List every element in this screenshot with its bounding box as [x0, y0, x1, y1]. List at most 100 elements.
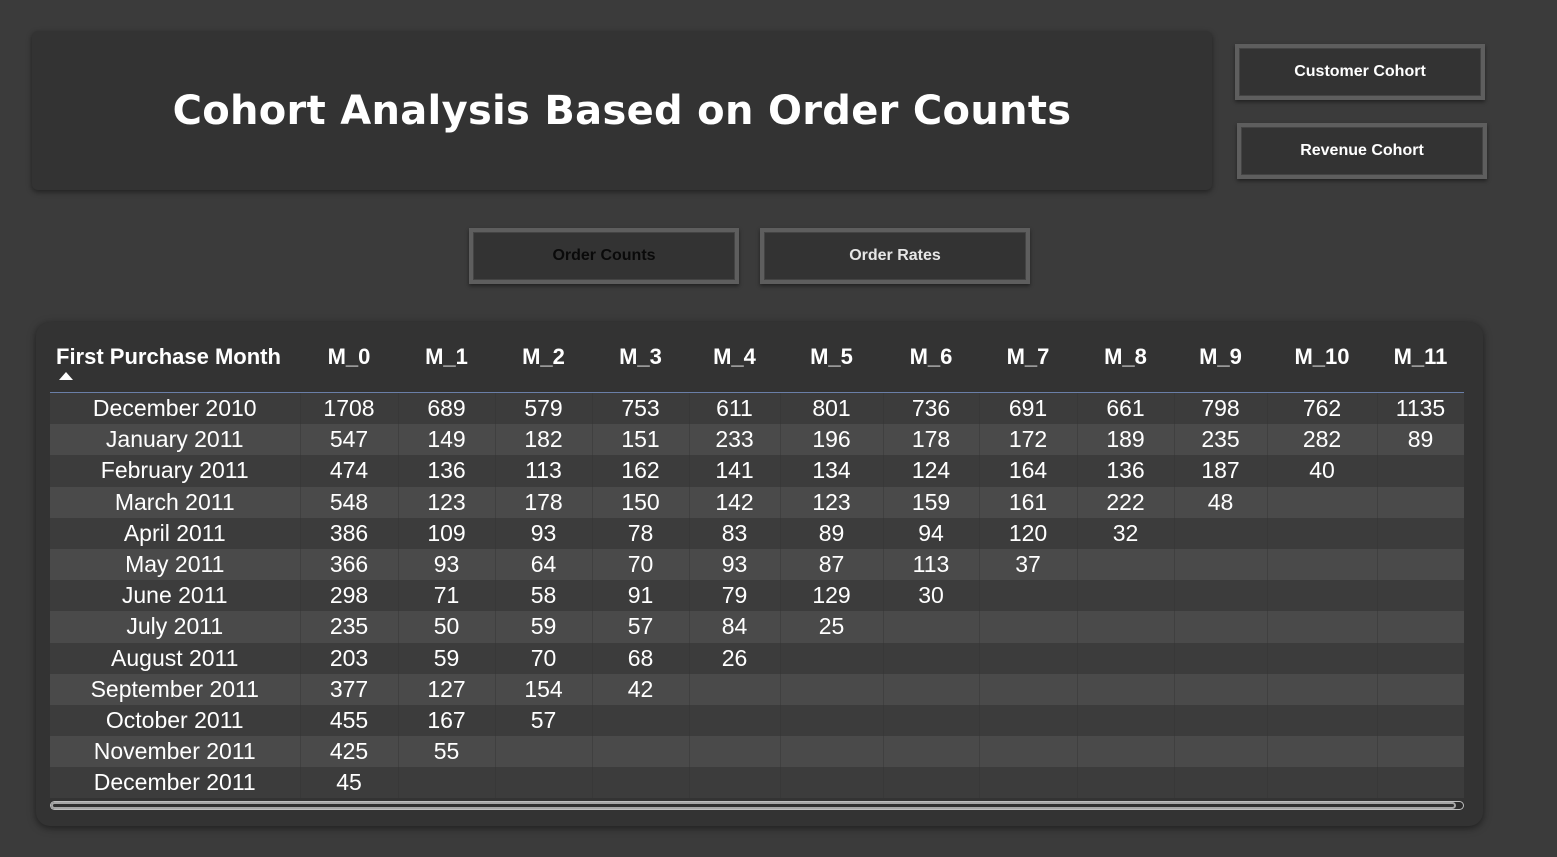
order-count-cell [780, 736, 884, 768]
table-row[interactable]: December 2010 1708 689 579 753 611 801 736 691 66… [50, 392, 1464, 425]
sort-ascending-icon[interactable] [59, 372, 73, 380]
order-count-cell [883, 673, 980, 705]
order-count-cell: 70 [495, 642, 593, 674]
order-count-cell [592, 736, 690, 768]
order-count-cell: 187 [1174, 455, 1268, 487]
order-count-cell [1077, 642, 1175, 674]
customer-cohort-button[interactable]: Customer Cohort [1235, 44, 1485, 100]
column-header-m-8[interactable]: M_8 [1077, 336, 1174, 393]
column-header-m-0[interactable]: M_0 [300, 336, 398, 393]
scrollbar-thumb[interactable] [51, 802, 1456, 809]
column-header-label: M_3 [619, 344, 662, 369]
table-row[interactable]: January 2011 547 149 182 151 233 196 178 172 189 2… [50, 424, 1464, 456]
table-row[interactable]: February 2011 474 136 113 162 141 134 124 164 136… [50, 455, 1464, 487]
table-row[interactable]: April 2011 386 109 93 78 83 89 94 120 32 [50, 517, 1464, 549]
order-count-cell: 455 [300, 704, 399, 737]
column-header-label: M_10 [1294, 344, 1350, 369]
table-row[interactable]: October 2011 455 167 57 [50, 704, 1464, 737]
order-count-cell [1077, 767, 1175, 799]
revenue-cohort-button[interactable]: Revenue Cohort [1237, 123, 1487, 179]
cohort-month-cell: September 2011 [50, 673, 301, 705]
order-count-cell: 142 [689, 486, 781, 518]
order-count-cell: 1135 [1377, 392, 1464, 425]
order-count-cell: 162 [592, 455, 690, 487]
order-count-cell [883, 704, 980, 737]
order-count-cell: 57 [495, 704, 593, 737]
order-count-cell [1377, 704, 1464, 737]
order-count-cell: 78 [592, 517, 690, 549]
order-count-cell [1174, 673, 1268, 705]
order-count-cell: 93 [398, 548, 496, 581]
order-count-cell: 182 [495, 424, 593, 456]
column-header-m-11[interactable]: M_11 [1377, 336, 1464, 393]
column-header-m-7[interactable]: M_7 [979, 336, 1077, 393]
order-count-cell [1174, 517, 1268, 549]
order-count-cell: 222 [1077, 486, 1175, 518]
table-row[interactable]: March 2011 548 123 178 150 142 123 159 161 222 48 [50, 486, 1464, 518]
order-count-cell [1377, 736, 1464, 768]
order-count-cell [689, 704, 781, 737]
column-header-label: M_7 [1006, 344, 1050, 369]
column-header-m-1[interactable]: M_1 [398, 336, 495, 393]
order-count-cell: 159 [883, 486, 980, 518]
table-row[interactable]: July 2011 235 50 59 57 84 25 [50, 611, 1464, 643]
column-header-first-purchase-month[interactable]: First Purchase Month [50, 336, 300, 393]
order-counts-button[interactable]: Order Counts [469, 228, 739, 284]
order-count-cell: 91 [592, 580, 690, 612]
column-header-label: First Purchase Month [56, 344, 281, 369]
order-count-cell [883, 767, 980, 799]
column-header-m-5[interactable]: M_5 [780, 336, 883, 393]
order-count-cell: 189 [1077, 424, 1175, 456]
column-header-m-9[interactable]: M_9 [1174, 336, 1267, 393]
order-count-cell [1174, 611, 1268, 643]
column-header-label: M_4 [713, 344, 756, 369]
order-count-cell [979, 673, 1078, 705]
table-row[interactable]: September 2011 377 127 154 42 [50, 673, 1464, 705]
order-count-cell: 753 [592, 392, 690, 425]
order-count-cell: 736 [883, 392, 980, 425]
column-header-m-4[interactable]: M_4 [689, 336, 780, 393]
order-count-cell: 151 [592, 424, 690, 456]
column-header-m-10[interactable]: M_10 [1267, 336, 1377, 393]
order-count-cell: 70 [592, 548, 690, 581]
column-header-m-6[interactable]: M_6 [883, 336, 979, 393]
table-row[interactable]: November 2011 425 55 [50, 736, 1464, 768]
table-row[interactable]: June 2011 298 71 58 91 79 129 30 [50, 580, 1464, 612]
order-count-cell [1267, 486, 1378, 518]
order-count-cell: 178 [883, 424, 980, 456]
order-count-cell: 172 [979, 424, 1078, 456]
order-count-cell [780, 767, 884, 799]
order-count-cell: 154 [495, 673, 593, 705]
order-count-cell: 50 [398, 611, 496, 643]
column-header-label: M_9 [1199, 344, 1242, 369]
order-count-cell: 45 [300, 767, 399, 799]
column-header-m-2[interactable]: M_2 [495, 336, 592, 393]
order-count-cell [780, 704, 884, 737]
order-count-cell: 93 [495, 517, 593, 549]
order-count-cell [1267, 767, 1378, 799]
cohort-month-cell: March 2011 [50, 486, 301, 518]
order-count-cell: 30 [883, 580, 980, 612]
order-count-cell: 57 [592, 611, 690, 643]
order-count-cell: 689 [398, 392, 496, 425]
order-count-cell [1077, 673, 1175, 705]
table-row[interactable]: August 2011 203 59 70 68 26 [50, 642, 1464, 674]
order-count-cell [1267, 673, 1378, 705]
column-header-label: M_6 [909, 344, 953, 369]
order-count-cell: 203 [300, 642, 399, 674]
order-count-cell [398, 767, 496, 799]
order-count-cell: 59 [495, 611, 593, 643]
order-count-cell: 32 [1077, 517, 1175, 549]
order-count-cell: 474 [300, 455, 399, 487]
table-row[interactable]: December 2011 45 [50, 767, 1464, 799]
table-row[interactable]: May 2011 366 93 64 70 93 87 113 37 [50, 548, 1464, 581]
order-count-cell: 124 [883, 455, 980, 487]
horizontal-scrollbar[interactable] [50, 801, 1464, 810]
order-count-cell [979, 767, 1078, 799]
order-count-cell: 127 [398, 673, 496, 705]
order-count-cell: 89 [1377, 424, 1464, 456]
order-count-cell [1377, 673, 1464, 705]
column-header-m-3[interactable]: M_3 [592, 336, 689, 393]
order-count-cell: 178 [495, 486, 593, 518]
order-rates-button[interactable]: Order Rates [760, 228, 1030, 284]
